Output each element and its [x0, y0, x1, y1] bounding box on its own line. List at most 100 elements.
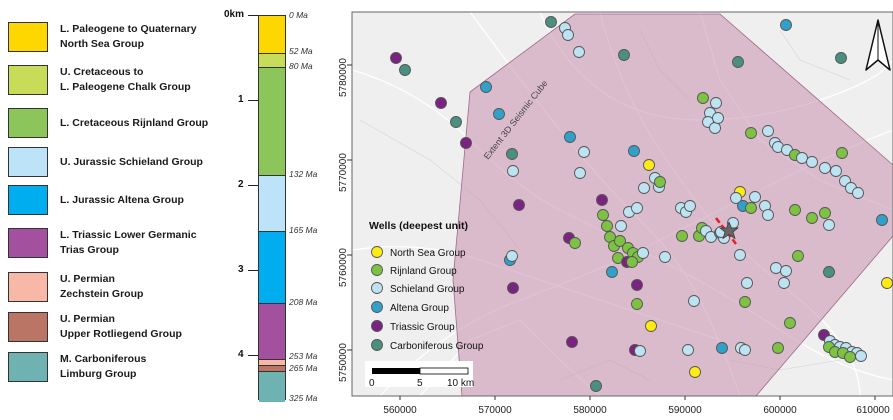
well-marker	[688, 295, 700, 307]
y-tick-5770000: 5770000	[338, 153, 349, 192]
legend-label-altena-1: L. Jurassic Altena Group	[60, 194, 184, 206]
x-tick-560000: 560000	[383, 405, 417, 416]
well-marker	[806, 156, 818, 168]
well-marker	[712, 112, 724, 124]
legend-row-rijnland: Rijnland Group	[371, 264, 457, 277]
swatch-north-sea	[8, 22, 48, 52]
legend-label-zechstein-1: U. Permian	[60, 273, 115, 285]
well-marker	[823, 266, 835, 278]
x-tick-590000: 590000	[668, 405, 702, 416]
well-marker	[852, 187, 864, 199]
well-marker	[399, 64, 411, 76]
legend-label-lower-germanic-2: Trias Group	[60, 244, 119, 256]
well-marker	[770, 262, 782, 274]
y-tick-5780000: 5780000	[338, 58, 349, 97]
column-altena	[259, 231, 285, 304]
well-marker	[796, 152, 808, 164]
wells	[390, 16, 893, 392]
well-marker	[390, 52, 402, 64]
well-marker	[876, 214, 888, 226]
well-marker	[626, 256, 638, 268]
legend-label-chalk-2: L. Paleogene Chalk Group	[60, 81, 191, 93]
well-marker	[745, 127, 757, 139]
well-marker	[835, 52, 847, 64]
legend-label-rotliegend-2: Upper Rotliegend Group	[60, 328, 182, 340]
well-marker	[716, 342, 728, 354]
swatch-schieland	[8, 147, 48, 177]
well-marker	[780, 19, 792, 31]
well-marker	[745, 202, 757, 214]
well-marker	[506, 250, 518, 262]
legend-row-north-sea: North Sea Group	[371, 246, 466, 259]
legend-text-north-sea: North Sea Group	[390, 248, 466, 259]
legend-label-schieland-1: U. Jurassic Schieland Group	[60, 156, 203, 168]
legend-text-rijnland: Rijnland Group	[390, 266, 457, 277]
well-marker	[734, 249, 746, 261]
column-chalk	[259, 53, 285, 68]
swatch-limburg	[8, 352, 48, 382]
well-marker	[590, 380, 602, 392]
km-label-0: 0km	[224, 9, 245, 20]
column-zechstein	[259, 359, 285, 366]
legend-label-chalk-1: U. Cretaceous to	[60, 66, 144, 78]
well-marker	[628, 145, 640, 157]
well-marker	[601, 220, 613, 232]
swatch-zechstein	[8, 272, 48, 302]
well-marker	[836, 147, 848, 159]
well-marker	[806, 212, 818, 224]
well-marker	[659, 251, 671, 263]
well-marker	[638, 182, 650, 194]
well-marker	[676, 230, 688, 242]
well-marker	[506, 148, 518, 160]
swatch-chalk	[8, 65, 48, 95]
y-tick-5760000: 5760000	[338, 248, 349, 287]
scale-bar: 0 5 10 km	[365, 361, 474, 389]
map-border	[351, 11, 893, 397]
age-label-253: 253 Ma	[289, 351, 318, 361]
well-marker	[855, 350, 867, 362]
km-label-3: 3	[238, 264, 244, 275]
well-marker	[631, 279, 643, 291]
well-marker	[435, 97, 447, 109]
north-arrow-icon	[865, 19, 891, 71]
well-marker	[480, 81, 492, 93]
well-marker	[643, 159, 655, 171]
wells-legend-title: Wells (deepest unit)	[369, 220, 468, 232]
legend-label-rijnland-1: L. Cretaceous Rijnland Group	[60, 117, 209, 129]
legend-label-north-sea-1: L. Paleogene to Quaternary	[60, 23, 197, 35]
well-marker	[780, 265, 792, 277]
legend-label-lower-germanic-1: L. Triassic Lower Germanic	[60, 229, 197, 241]
well-marker	[606, 266, 618, 278]
scale-label-5: 5	[417, 378, 423, 389]
column-rijnland	[259, 67, 285, 176]
well-marker	[709, 122, 721, 134]
well-marker	[596, 194, 608, 206]
well-marker	[566, 336, 578, 348]
well-marker	[614, 235, 626, 247]
legend-dot-carboniferous	[371, 339, 383, 351]
swatch-altena	[8, 185, 48, 215]
legend-label-north-sea-2: North Sea Group	[60, 38, 145, 50]
well-marker	[618, 49, 630, 61]
legend-dot-north-sea	[371, 246, 383, 258]
well-marker	[778, 277, 790, 289]
km-label-2: 2	[238, 179, 244, 190]
legend-text-schieland: Schieland Group	[390, 284, 465, 295]
scale-label-10: 10 km	[447, 378, 474, 389]
well-marker	[564, 131, 576, 143]
well-marker	[684, 200, 696, 212]
age-label-165: 165 Ma	[289, 225, 318, 235]
wells-legend: Wells (deepest unit) North Sea Group Rij…	[369, 220, 484, 352]
x-axis: 560000 570000 580000 590000 600000 61000…	[383, 396, 890, 416]
well-marker	[749, 191, 761, 203]
map-frame: Extent 3D Seismic Cube Wells (deepest un…	[352, 12, 893, 396]
legend-dot-schieland	[371, 282, 383, 294]
well-marker	[741, 277, 753, 289]
well-marker	[762, 209, 774, 221]
well-marker	[730, 192, 742, 204]
legend-dot-triassic	[371, 320, 383, 332]
well-marker	[881, 277, 893, 289]
column-schieland	[259, 175, 285, 232]
well-marker	[823, 219, 835, 231]
